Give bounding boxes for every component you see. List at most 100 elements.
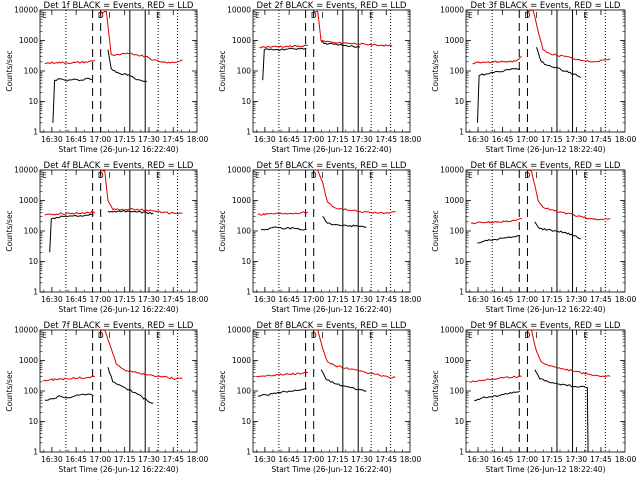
panel-9-marker-label: D — [525, 331, 531, 340]
panel-6-x-tick-label: 17:00 — [516, 295, 538, 304]
panel-3-y-tick-label: 100 — [450, 67, 465, 76]
panel-9-y-tick-label: 1 — [459, 448, 464, 457]
panel-9-y-tick-label: 100 — [450, 387, 465, 396]
panel-8-y-tick-label: 1 — [246, 448, 251, 457]
panel-8-title: Det 8f BLACK = Events, RED = LLD — [257, 321, 407, 331]
panel-4-x-tick-label: 17:00 — [90, 295, 112, 304]
panel-5-y-tick-label: 100 — [237, 227, 252, 236]
panel-3-y-axis-label: Counts/sec — [431, 50, 440, 91]
panel-1-x-tick-label: 17:45 — [162, 135, 184, 144]
panel-1-y-tick-label: 1000 — [19, 36, 38, 45]
panel-8-y-tick-label: 1000 — [232, 356, 251, 365]
panel-8-y-tick-label: 100 — [237, 387, 252, 396]
panel-6-events-series — [477, 221, 581, 244]
panel-5-y-tick-label: 1000 — [232, 196, 251, 205]
panel-8-x-tick-label: 18:00 — [400, 455, 422, 464]
panel-6-y-tick-label: 10 — [454, 257, 464, 266]
panel-2-y-axis-label: Counts/sec — [218, 50, 227, 91]
panel-4: Det 4f BLACK = Events, RED = LLD 1 10 100 10… — [5, 161, 209, 314]
panel-1-x-axis-label: Start Time (26-Jun-12 16:22:40) — [59, 145, 179, 154]
panel-8-lld-series — [256, 330, 396, 379]
panel-1-y-tick-label: 10 — [28, 97, 38, 106]
panel-7-y-tick-label: 10000 — [14, 326, 38, 335]
panel-4-marker-label: D — [98, 171, 104, 180]
panel-4-lld-series — [44, 170, 183, 216]
panel-4-x-tick-label: 16:45 — [65, 295, 87, 304]
panel-1-y-tick-label: 100 — [24, 67, 39, 76]
panel-7-y-tick-label: 1000 — [19, 356, 38, 365]
panel-2-marker-label: E — [255, 11, 260, 20]
panel-5-y-tick-label: 10 — [241, 257, 251, 266]
panel-9-x-tick-label: 17:15 — [541, 455, 563, 464]
panel-4-x-tick-label: 17:30 — [138, 295, 160, 304]
panel-3-x-tick-label: 16:30 — [467, 135, 489, 144]
panel-7-x-tick-label: 17:45 — [162, 455, 184, 464]
panel-7-events-series — [44, 367, 154, 404]
panel-1-x-tick-label: 17:00 — [90, 135, 112, 144]
panel-6-title: Det 6f BLACK = Events, RED = LLD — [471, 161, 621, 171]
panel-5: Det 5f BLACK = Events, RED = LLD 1 10 100 10… — [218, 161, 422, 314]
panel-5-events-series — [261, 216, 367, 231]
panel-1-marker-label: D — [98, 11, 104, 20]
panel-5-x-tick-label: 18:00 — [400, 295, 422, 304]
panel-8-y-tick-label: 10000 — [227, 326, 251, 335]
panel-9-y-tick-label: 1000 — [445, 356, 464, 365]
panel-8-marker-label: I — [321, 331, 323, 340]
panel-4-y-tick-label: 100 — [24, 227, 39, 236]
panel-4-y-axis-label: Counts/sec — [5, 210, 14, 251]
panel-8-x-tick-label: 16:45 — [278, 455, 300, 464]
panel-8-marker-label: D — [311, 331, 317, 340]
panel-4-x-tick-label: 18:00 — [187, 295, 209, 304]
panel-1-x-tick-label: 18:00 — [187, 135, 209, 144]
panel-2-y-tick-label: 1000 — [232, 36, 251, 45]
panel-4-marker-label: E — [156, 171, 161, 180]
panel-6-marker-label: E — [584, 171, 589, 180]
panel-1-y-axis-label: Counts/sec — [5, 50, 14, 91]
panel-2-marker-label: D — [311, 11, 317, 20]
panel-7-x-tick-label: 16:45 — [65, 455, 87, 464]
panel-9-x-axis-label: Start Time (26-Jun-12 18:22:40) — [486, 465, 606, 474]
panel-6-x-axis-label: Start Time (26-Jun-12 16:22:40) — [486, 305, 606, 314]
panel-5-x-tick-label: 17:15 — [327, 295, 349, 304]
panel-7-y-tick-label: 1 — [33, 448, 38, 457]
panel-2-x-tick-label: 16:30 — [254, 135, 276, 144]
panel-8-y-tick-label: 10 — [241, 417, 251, 426]
panel-7-lld-series — [43, 330, 183, 382]
panel-6-y-tick-label: 100 — [450, 227, 465, 236]
panel-7-marker-label: E — [156, 331, 161, 340]
panel-1-title: Det 1f BLACK = Events, RED = LLD — [44, 1, 194, 11]
panel-6-y-tick-label: 1000 — [445, 196, 464, 205]
panel-9-y-tick-label: 10 — [454, 417, 464, 426]
panel-2-x-tick-label: 16:45 — [278, 135, 300, 144]
panel-8-x-tick-label: 17:15 — [327, 455, 349, 464]
panel-1-x-tick-label: 17:15 — [114, 135, 136, 144]
panel-3-x-tick-label: 17:30 — [566, 135, 588, 144]
panel-4-x-axis-label: Start Time (26-Jun-12 16:22:40) — [59, 305, 179, 314]
panel-5-x-tick-label: 17:00 — [303, 295, 325, 304]
panel-4-y-tick-label: 1 — [33, 288, 38, 297]
panel-4-title: Det 4f BLACK = Events, RED = LLD — [44, 161, 194, 171]
panel-5-marker-label: E — [255, 171, 260, 180]
panel-2-lld-series — [259, 10, 393, 49]
panel-4-marker-label: E — [42, 171, 47, 180]
panel-9-y-axis-label: Counts/sec — [431, 370, 440, 411]
panel-3-x-tick-label: 16:45 — [492, 135, 514, 144]
panel-4-x-tick-label: 17:15 — [114, 295, 136, 304]
panel-7-x-tick-label: 16:30 — [41, 455, 63, 464]
panel-6-x-tick-label: 17:45 — [590, 295, 612, 304]
panel-5-x-tick-label: 16:30 — [254, 295, 276, 304]
panel-9-marker-label: I — [535, 331, 537, 340]
panel-5-x-tick-label: 17:30 — [351, 295, 373, 304]
panel-9-x-tick-label: 16:45 — [492, 455, 514, 464]
panel-1-x-tick-label: 17:30 — [138, 135, 160, 144]
panel-6-x-tick-label: 16:45 — [492, 295, 514, 304]
panel-7-marker-label: I — [108, 331, 110, 340]
panel-9-marker-label: E — [468, 331, 473, 340]
panel-4-y-tick-label: 1000 — [19, 196, 38, 205]
panel-4-marker-label: I — [108, 171, 110, 180]
panel-3-x-tick-label: 17:15 — [541, 135, 563, 144]
panel-4-events-series — [49, 210, 154, 253]
panel-6-marker-label: I — [535, 171, 537, 180]
